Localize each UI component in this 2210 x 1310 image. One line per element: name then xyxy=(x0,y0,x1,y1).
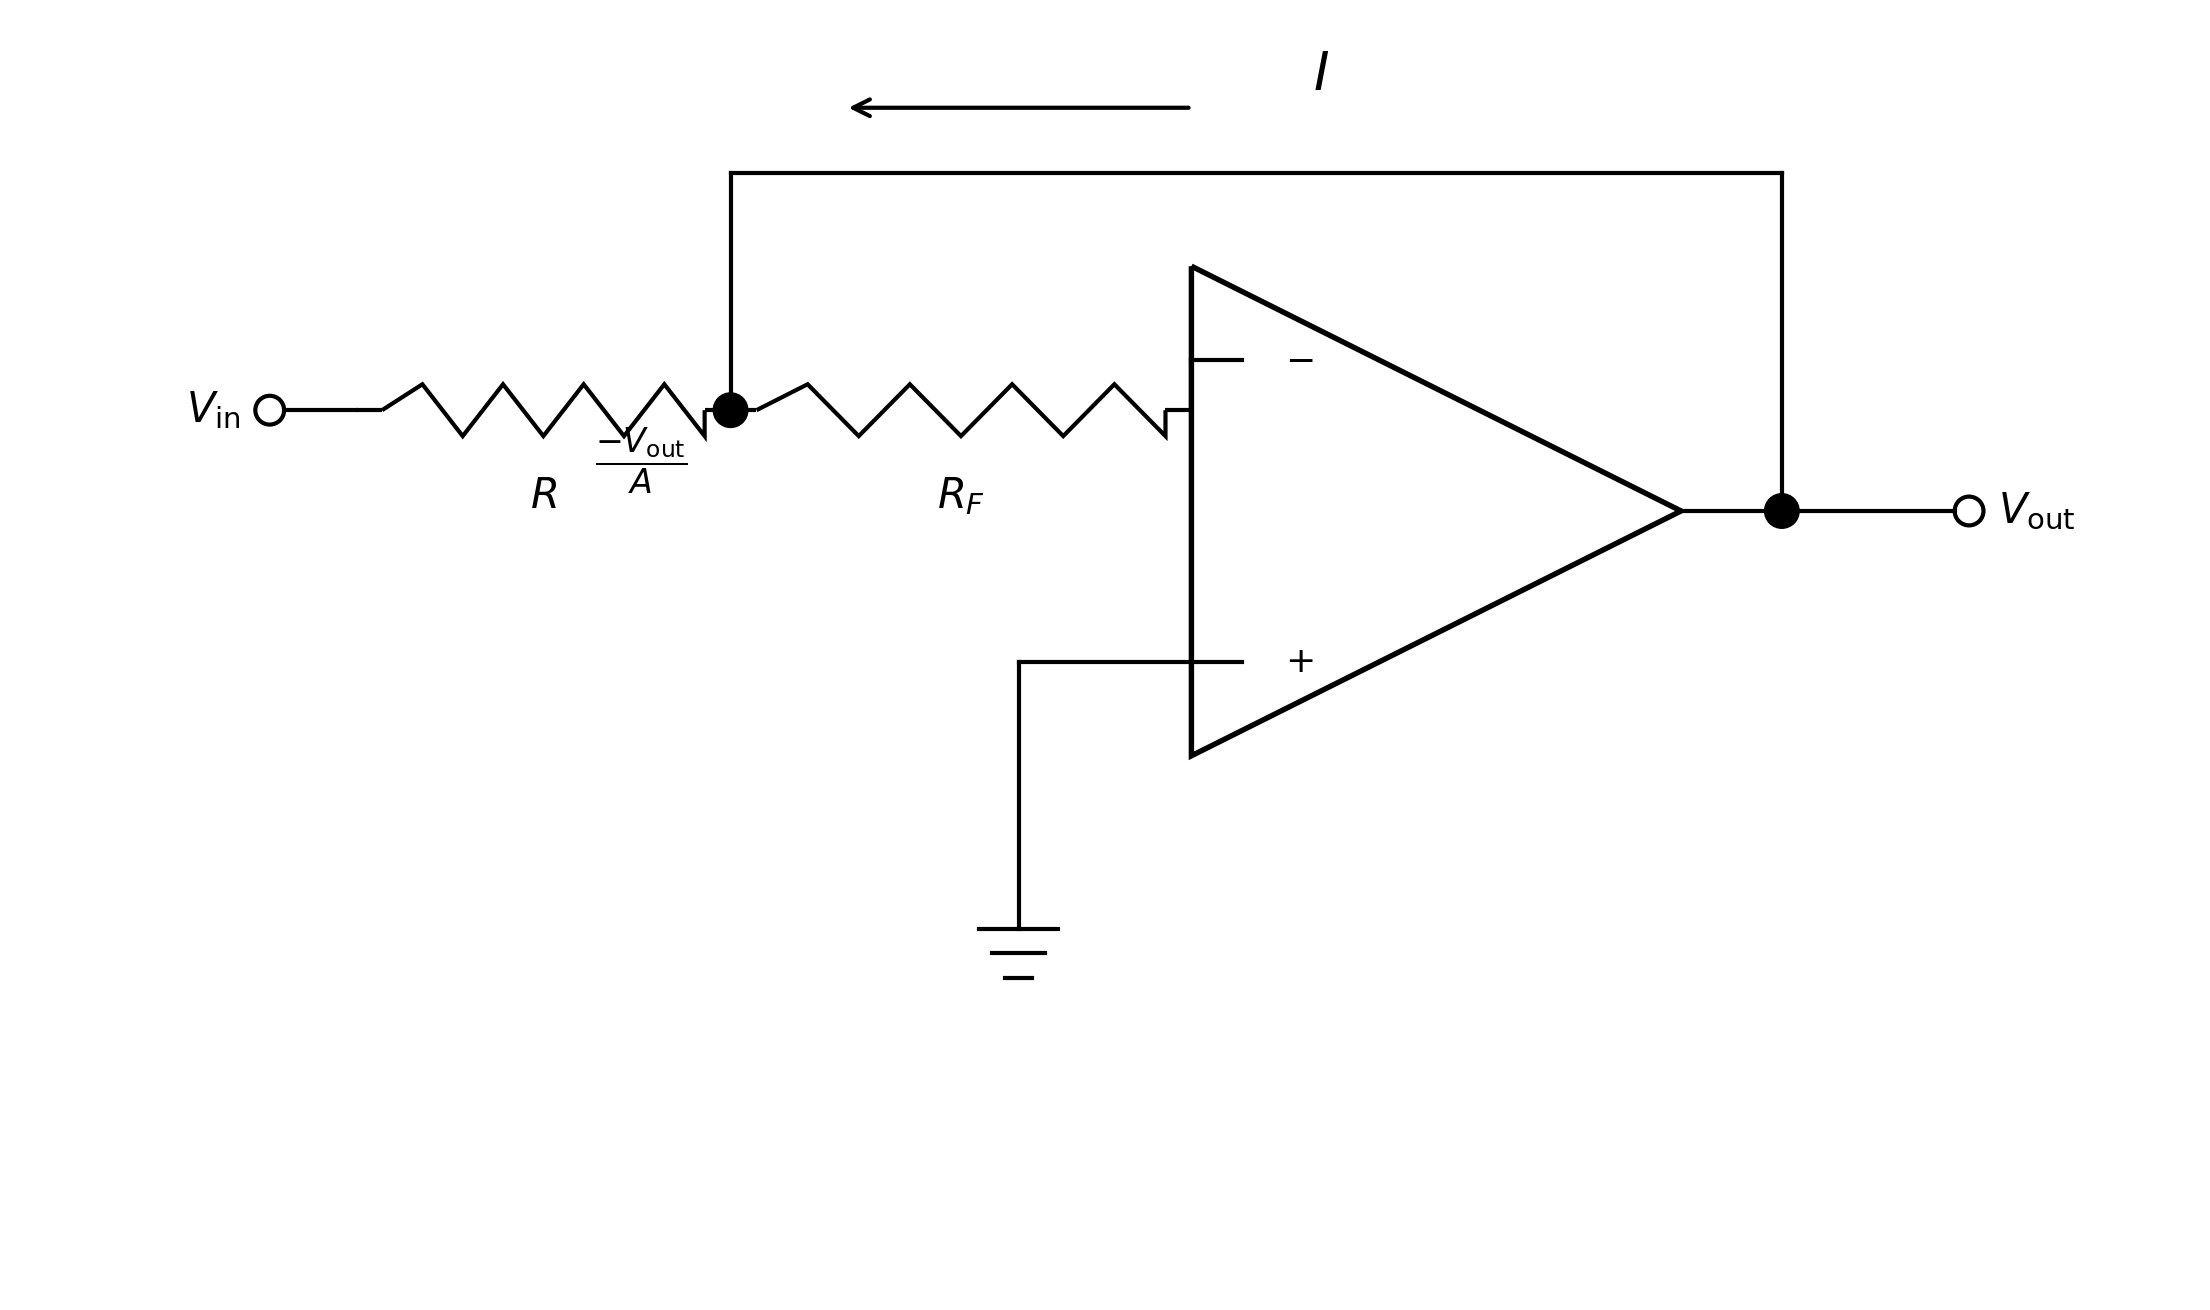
Text: $\dfrac{-V_{\mathrm{out}}}{A}$: $\dfrac{-V_{\mathrm{out}}}{A}$ xyxy=(594,426,687,495)
Circle shape xyxy=(714,393,747,427)
Circle shape xyxy=(1764,494,1799,528)
Text: $I$: $I$ xyxy=(1313,50,1328,101)
Text: $-$: $-$ xyxy=(1286,343,1313,377)
Text: $V_{\mathrm{in}}$: $V_{\mathrm{in}}$ xyxy=(186,389,241,431)
Text: $R_F$: $R_F$ xyxy=(937,476,986,517)
Text: $R$: $R$ xyxy=(530,476,557,517)
Text: $V_{\mathrm{out}}$: $V_{\mathrm{out}}$ xyxy=(1998,490,2075,532)
Text: $+$: $+$ xyxy=(1286,646,1313,679)
